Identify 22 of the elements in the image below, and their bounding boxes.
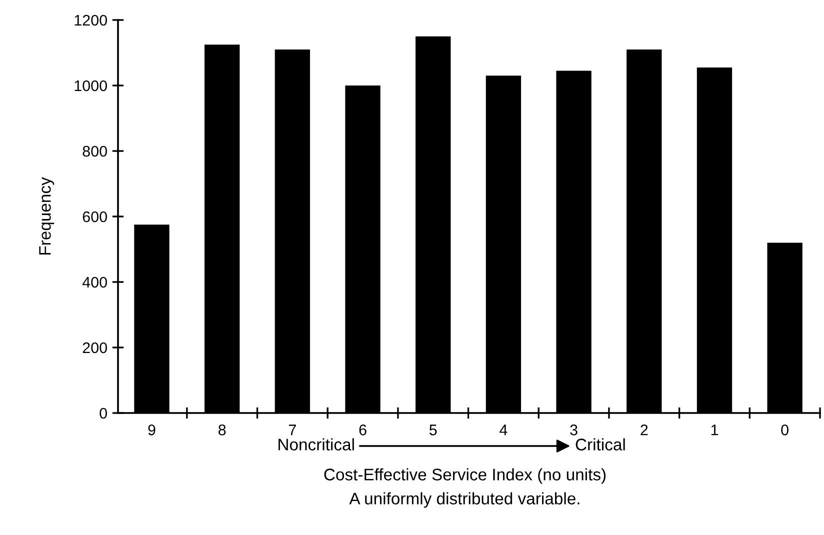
y-tick-label: 1200	[74, 14, 107, 26]
y-tick-label: 600	[82, 211, 107, 222]
x-tick-label: 4	[500, 424, 508, 436]
x-tick-label: 2	[640, 424, 648, 436]
y-tick-label: 400	[82, 276, 107, 288]
x-tick-label: 3	[570, 424, 578, 436]
x-tick-label: 9	[148, 424, 156, 436]
x-tick-label: 7	[288, 424, 296, 436]
y-tick-label: 0	[100, 408, 107, 419]
y-tick-label: 1000	[74, 80, 107, 92]
text: Noncritical	[278, 438, 354, 450]
y-axis-title: Frequency	[39, 177, 54, 254]
x-tick-label: 5	[429, 424, 437, 436]
y-tick-label: 800	[82, 146, 107, 157]
text: A uniformly distributed variable.	[349, 492, 580, 508]
x-tick-label: 0	[781, 424, 788, 436]
x-axis-title: Cost-Effective Service Index (no units)	[324, 468, 606, 484]
y-tick-label: 200	[82, 342, 107, 354]
text: Critical	[576, 438, 625, 450]
x-tick-label: 8	[218, 424, 226, 436]
x-tick-label: 1	[711, 424, 718, 436]
x-tick-label: 6	[359, 424, 366, 436]
